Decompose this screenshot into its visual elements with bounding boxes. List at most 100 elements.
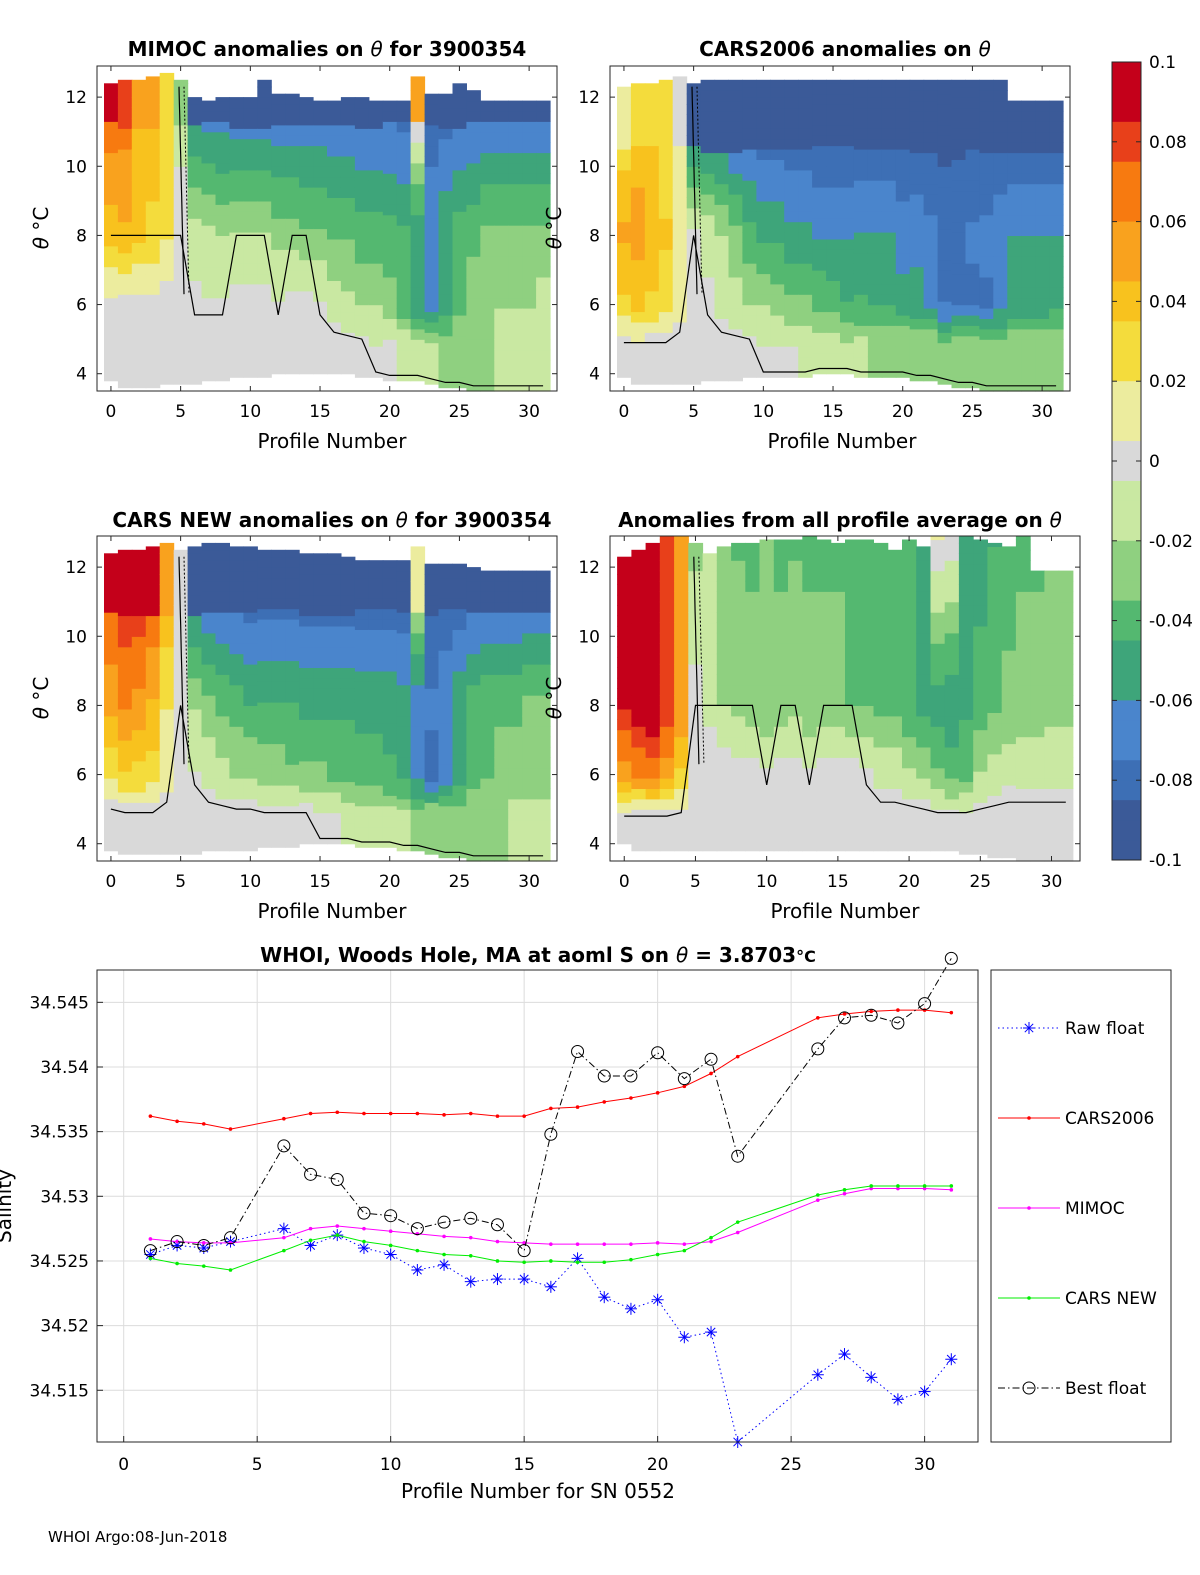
- data-point-circle: [170, 1235, 184, 1249]
- heatmap-cell: [937, 353, 953, 364]
- heatmap-cell: [770, 346, 785, 358]
- heatmap-cell: [658, 135, 674, 147]
- heatmap-cell: [340, 155, 356, 167]
- heatmap-cell: [285, 280, 300, 292]
- heatmap-cell: [368, 314, 384, 326]
- heatmap-cell: [644, 228, 660, 240]
- colorbar-tick-label: -0.02: [1149, 532, 1193, 552]
- heatmap-cell: [909, 225, 925, 236]
- heatmap-cell: [688, 819, 704, 831]
- heatmap-cell: [759, 549, 775, 561]
- heatmap-cell: [229, 591, 244, 603]
- heatmap-cell: [340, 363, 356, 375]
- heatmap-cell: [410, 829, 426, 841]
- heatmap-cell: [944, 591, 960, 603]
- heatmap-cell: [354, 304, 370, 316]
- heatmap-cell: [867, 128, 883, 140]
- heatmap-cell: [145, 200, 161, 212]
- heatmap-cell: [187, 688, 203, 700]
- heatmap-cell: [340, 760, 356, 772]
- heatmap-cell: [987, 639, 1003, 651]
- heatmap-cell: [396, 328, 412, 340]
- heatmap-cell: [645, 757, 661, 769]
- heatmap-cell: [452, 587, 467, 599]
- heatmap-cell: [187, 155, 203, 167]
- heatmap-cell: [354, 97, 370, 109]
- heatmap-cell: [1058, 612, 1074, 624]
- heatmap-cell: [494, 349, 509, 361]
- series-line: [150, 1188, 952, 1245]
- heatmap-cell: [480, 746, 495, 758]
- heatmap-cell: [759, 715, 775, 727]
- heatmap-cell: [201, 266, 216, 278]
- heatmap-cell: [958, 719, 974, 731]
- heatmap-cell: [1049, 235, 1064, 247]
- heatmap-cell: [340, 332, 356, 344]
- heatmap-cell: [480, 663, 495, 675]
- heatmap-cell: [1035, 204, 1050, 216]
- heatmap-cell: [902, 643, 917, 655]
- heatmap-cell: [201, 173, 216, 185]
- heatmap-cell: [951, 252, 966, 264]
- heatmap-cell: [410, 653, 426, 665]
- heatmap-cell: [201, 746, 216, 758]
- heatmap-cell: [1044, 674, 1060, 686]
- heatmap-cell: [1007, 297, 1022, 309]
- heatmap-cell: [902, 622, 917, 634]
- heatmap-cell: [480, 736, 495, 748]
- heatmap-cell: [354, 560, 370, 568]
- heatmap-cell: [987, 587, 1003, 599]
- heatmap-cell: [1030, 653, 1045, 665]
- heatmap-cell: [215, 235, 230, 247]
- heatmap-cell: [257, 567, 272, 579]
- heatmap-cell: [466, 663, 481, 675]
- heatmap-cell: [187, 363, 203, 375]
- heatmap-cell: [285, 228, 300, 240]
- heatmap-cell: [759, 539, 775, 551]
- heatmap-cell: [784, 169, 799, 181]
- heatmap-cell: [131, 574, 147, 585]
- heatmap-cell: [494, 359, 509, 371]
- heatmap-cell: [396, 225, 412, 236]
- heatmap-cell: [522, 173, 537, 185]
- heatmap-cell: [853, 149, 869, 160]
- heatmap-cell: [424, 249, 440, 261]
- heatmap-cell: [452, 138, 467, 150]
- colorbar-band: [1112, 341, 1141, 362]
- heatmap-cell: [354, 743, 370, 755]
- heatmap-cell: [798, 180, 813, 192]
- heatmap-cell: [438, 764, 453, 776]
- heatmap-cell: [784, 79, 799, 88]
- heatmap-cell: [802, 653, 818, 665]
- heatmap-cell: [830, 570, 846, 582]
- heatmap-cell: [686, 124, 702, 136]
- heatmap-cell: [452, 733, 467, 745]
- heatmap-cell: [731, 622, 746, 634]
- heatmap-cell: [742, 138, 757, 150]
- data-point-dot: [949, 1184, 954, 1188]
- heatmap-cell: [313, 135, 328, 147]
- heatmap-cell: [340, 677, 356, 689]
- heatmap-cell: [257, 733, 272, 745]
- contour-lines-cars-new: [110, 556, 544, 857]
- heatmap-cell: [702, 612, 718, 624]
- heatmap-cell: [257, 273, 272, 285]
- heatmap-cell: [816, 840, 832, 852]
- heatmap-cell: [916, 591, 931, 603]
- heatmap-cell: [424, 781, 440, 793]
- heatmap-cell: [714, 110, 729, 122]
- heatmap-cell: [674, 746, 689, 758]
- heatmap-cell: [466, 601, 481, 613]
- heatmap-cell: [410, 809, 426, 821]
- heatmap-cell: [313, 563, 328, 575]
- heatmap-cell: [840, 83, 855, 95]
- heatmap-cell: [368, 117, 384, 129]
- heatmap-cell: [410, 549, 426, 561]
- heatmap-cell: [923, 173, 939, 185]
- heatmap-cell: [522, 798, 537, 810]
- heatmap-cell: [887, 788, 903, 800]
- heatmap-cell: [965, 221, 980, 233]
- heatmap-cell: [1021, 308, 1036, 319]
- heatmap-cell: [688, 736, 704, 748]
- heatmap-cell: [1030, 840, 1045, 852]
